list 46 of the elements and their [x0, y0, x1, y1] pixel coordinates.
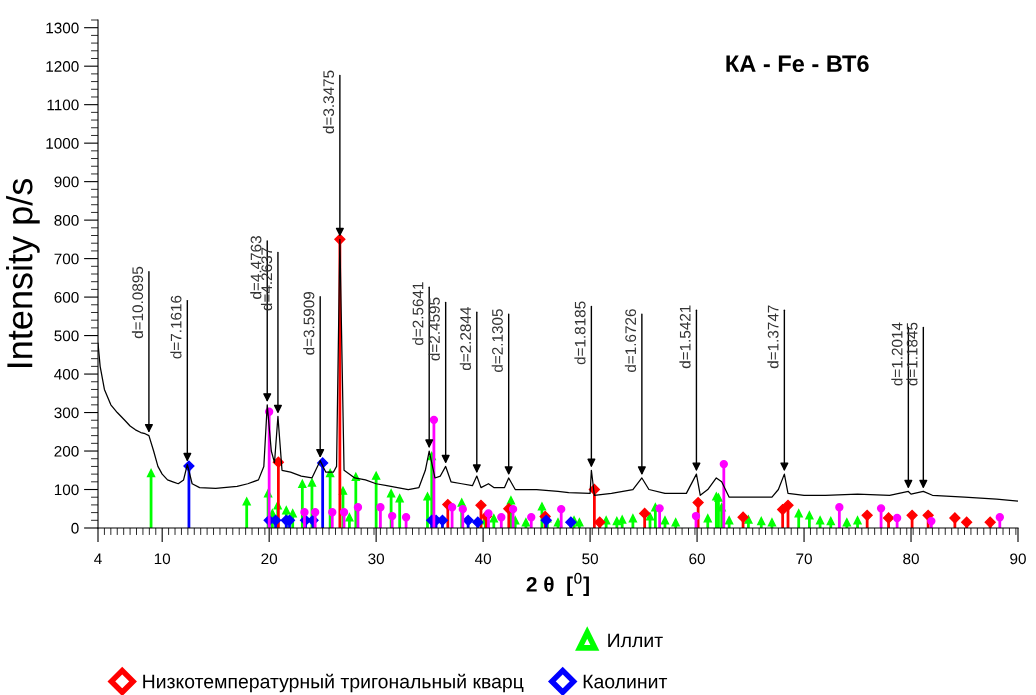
annotation: d=4.2637 [260, 247, 273, 311]
x-tick-label: 60 [689, 553, 705, 565]
annotation: d=1.1845 [906, 322, 918, 386]
annotation: d=3.3475 [322, 70, 335, 134]
y-tick-label: 900 [54, 176, 79, 188]
y-tick-label: 0 [71, 522, 79, 534]
legend-label: Низкотемпературный тригональный кварц [143, 673, 524, 693]
annotation: d=7.1616 [170, 295, 182, 359]
y-tick-label: 1200 [46, 61, 79, 72]
x-tick-label: 50 [582, 553, 598, 565]
annotation: d=1.3747 [767, 305, 779, 369]
annotation: d=2.4595 [428, 297, 440, 361]
y-tick-label: 500 [54, 330, 79, 342]
annotation: d=1.8185 [574, 301, 586, 365]
annotation: d=2.1305 [491, 309, 503, 373]
y-tick-label: 100 [54, 484, 79, 496]
x-tick-label: 20 [261, 553, 278, 565]
y-tick-label: 300 [54, 407, 79, 419]
annotation: d=2.5641 [412, 282, 424, 346]
x-tick-label: 90 [1010, 553, 1026, 565]
y-tick-label: 800 [54, 214, 79, 226]
x-axis-title: 2 θ [$^{0}$] [526, 572, 589, 596]
y-tick-label: 1000 [46, 138, 79, 149]
y-tick-label: 200 [54, 445, 79, 457]
y-tick-label: 400 [54, 368, 79, 380]
annotation: d=1.2014 [891, 322, 903, 386]
legend-label: Иллит [608, 633, 663, 648]
x-tick-label: 70 [796, 553, 812, 565]
text: КА - Fe - ВТ6 [726, 55, 869, 73]
y-tick-label: 700 [54, 253, 79, 265]
annotation: d=1.6726 [624, 309, 637, 373]
y-tick-label: 1300 [46, 22, 79, 34]
x-tick-label: 4 [94, 553, 102, 565]
annotation: d=10.0895 [131, 266, 144, 339]
y-tick-label: 1100 [47, 99, 79, 111]
x-tick-label: 80 [903, 553, 919, 565]
x-tick-label: 40 [474, 553, 492, 565]
annotation: d=4.4763 [250, 236, 262, 299]
y-axis-title: Intensity p/s [6, 178, 40, 367]
y-tick-label: 600 [54, 291, 79, 303]
x-tick-label: 10 [154, 553, 171, 565]
annotation: d=3.5909 [303, 291, 315, 355]
annotation: d=2.2844 [459, 307, 472, 371]
annotation: d=1.5421 [679, 305, 691, 369]
x-tick-label: 30 [368, 553, 385, 565]
legend-label: Каолинит [583, 674, 668, 689]
